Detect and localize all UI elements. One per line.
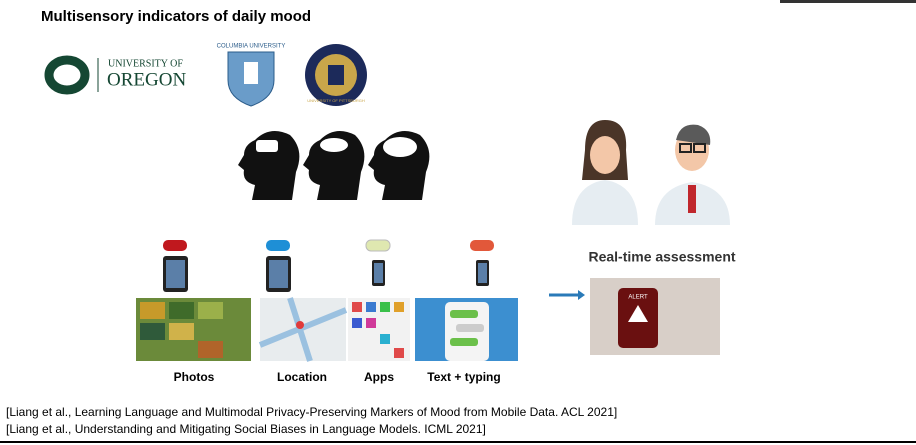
title: Multisensory indicators of daily mood <box>41 8 311 25</box>
columbia-logo: COLUMBIA UNIVERSITY <box>217 44 286 107</box>
reference: [Liang et al., Understanding and Mitigat… <box>6 422 486 436</box>
columbia-text: COLUMBIA UNIVERSITY <box>217 44 286 50</box>
alert-text: ALERT <box>628 295 648 301</box>
source-images: ALERT <box>136 278 720 362</box>
pitt-text: UNIVERSITY OF PITTSBURGH <box>307 98 365 103</box>
pitt-logo: UNIVERSITY OF PITTSBURGH <box>305 44 367 106</box>
reference: [Liang et al., Learning Language and Mul… <box>6 405 617 419</box>
oregon-bottom: OREGON <box>107 69 186 90</box>
source-label: Apps <box>364 370 394 384</box>
assessment-label: Real-time assessment <box>588 249 735 265</box>
video-strip <box>780 0 916 3</box>
doctors <box>572 120 730 225</box>
oregon-logo: UNIVERSITY OF OREGON <box>44 55 186 95</box>
oregon-top: UNIVERSITY OF <box>108 58 183 69</box>
sensors <box>163 239 494 292</box>
source-label: Location <box>277 370 327 384</box>
source-label: Text + typing <box>427 370 500 384</box>
source-label: Photos <box>174 370 215 384</box>
heads <box>238 131 430 200</box>
